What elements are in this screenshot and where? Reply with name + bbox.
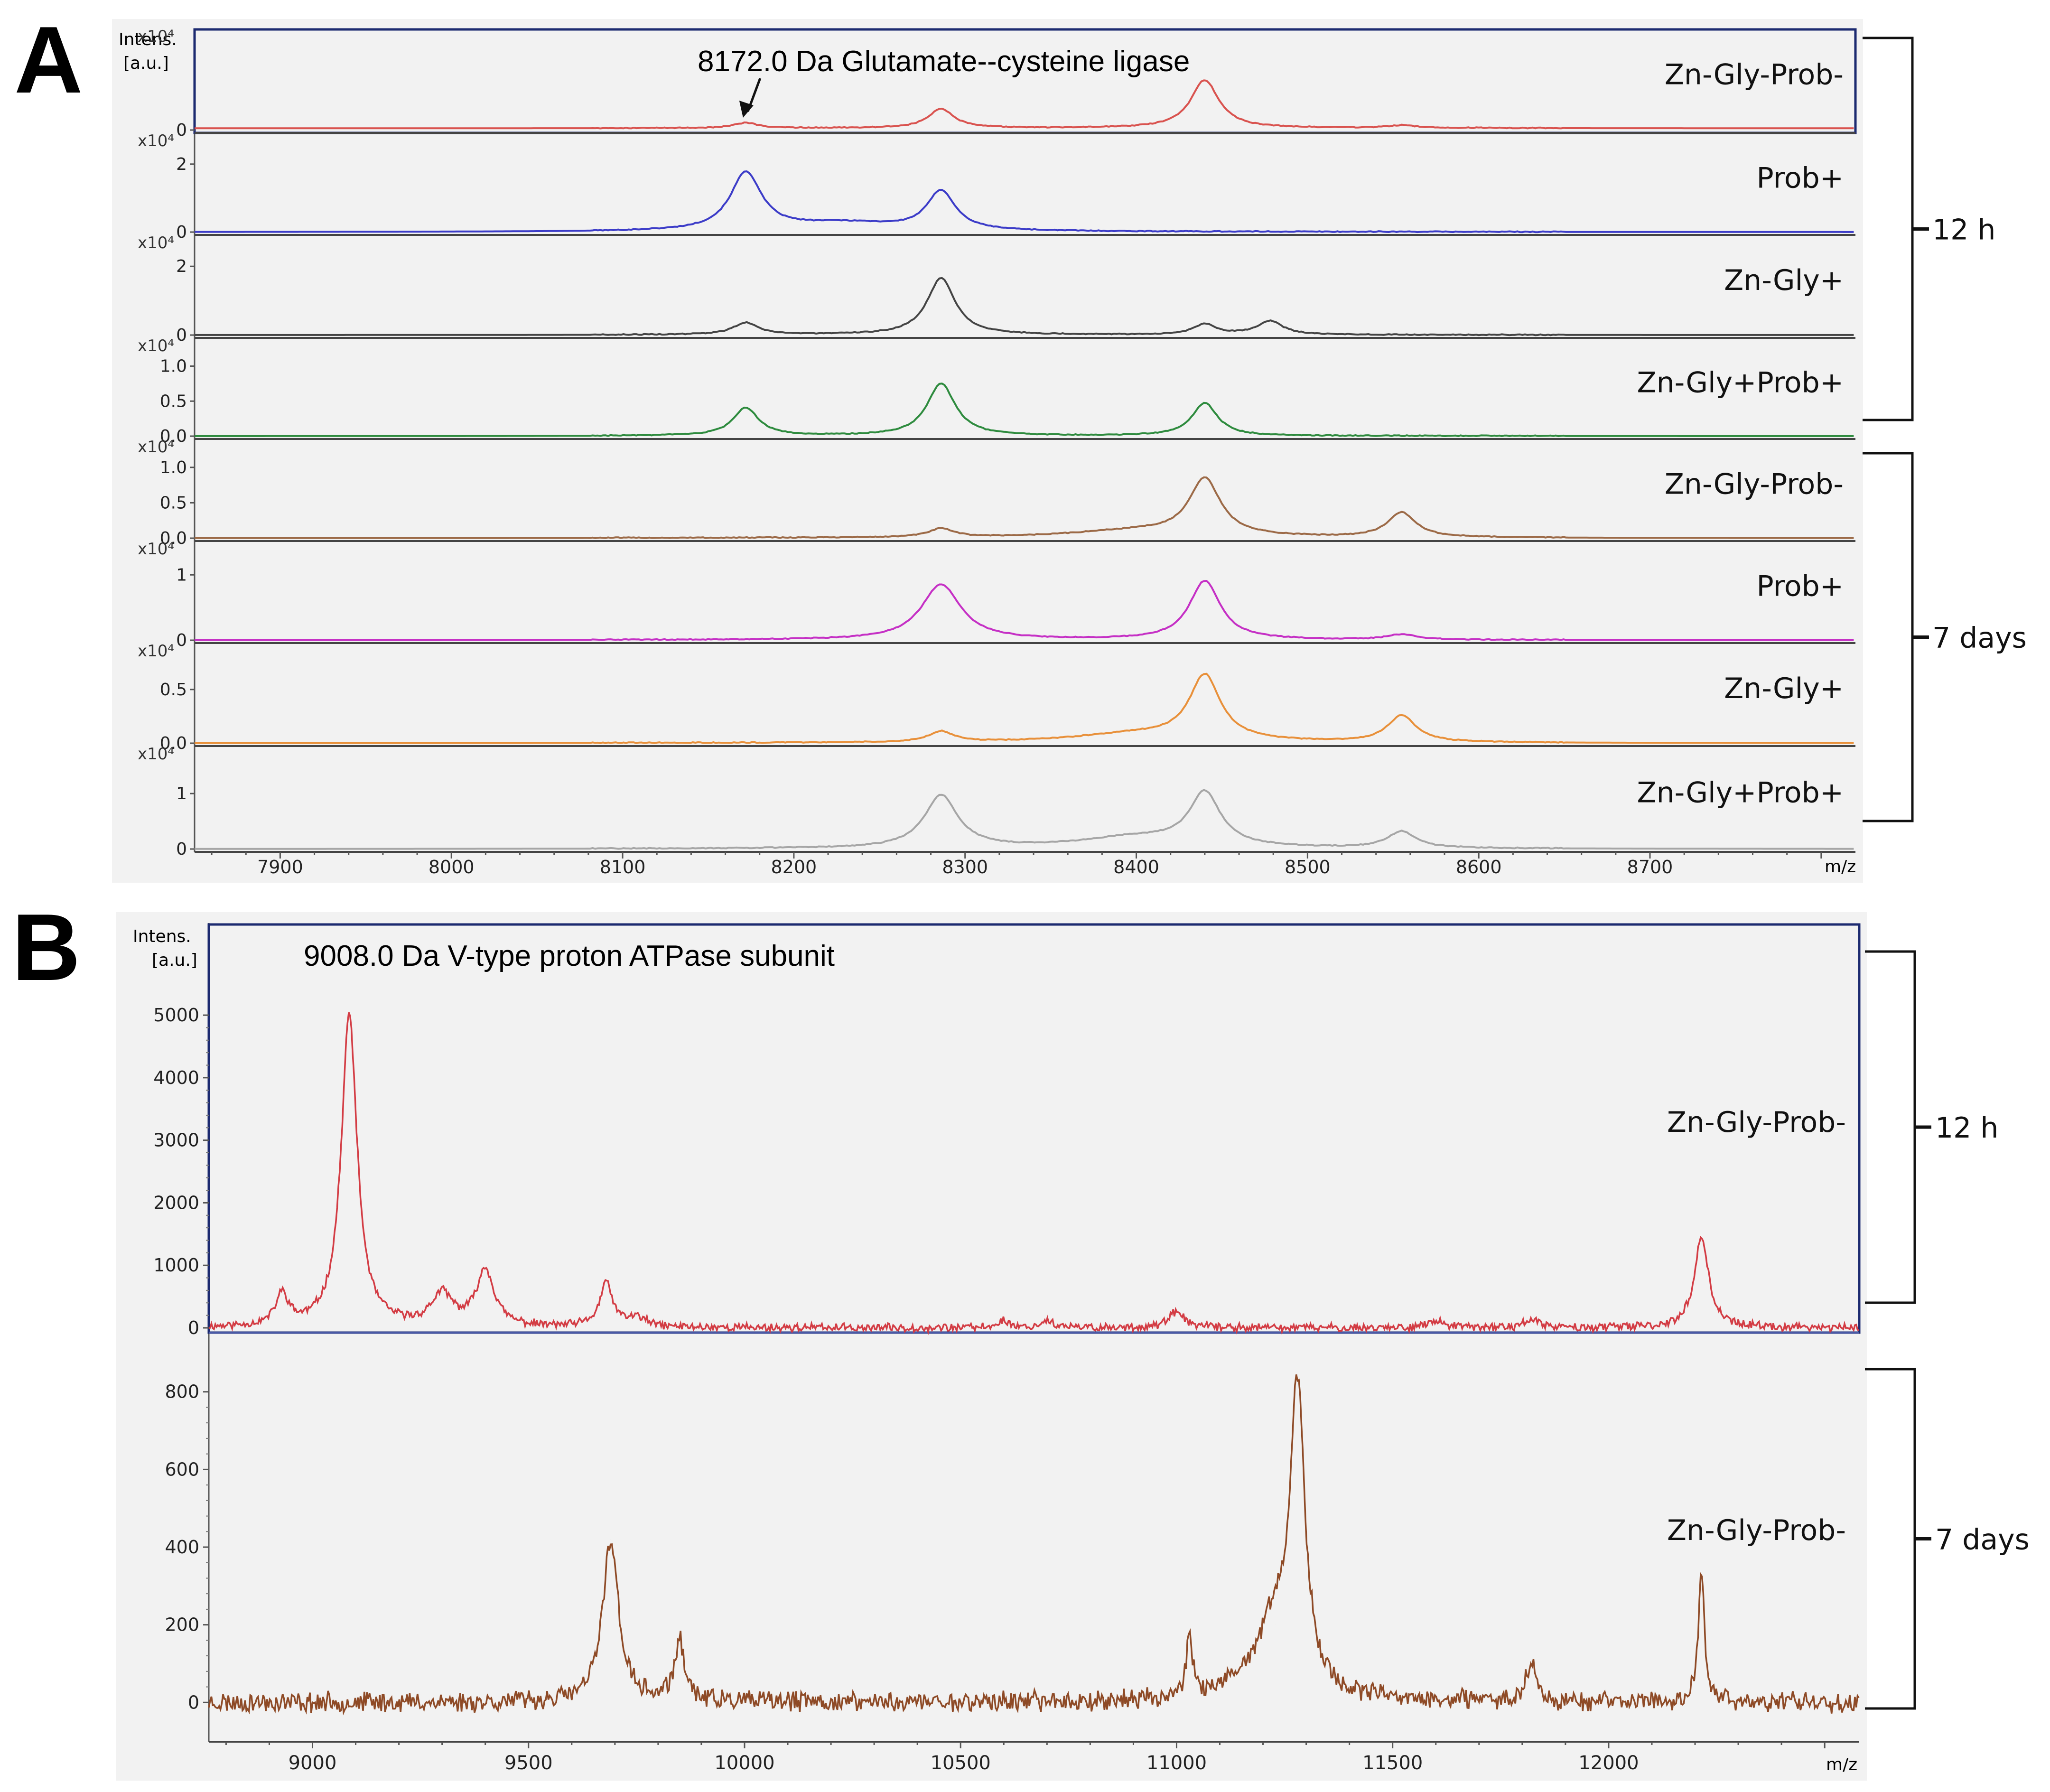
panel-b-group-label: 7 days [1935,1523,2030,1557]
panel-a-series-label: Prob+ [1756,569,1844,603]
panel-b-y-tick-label: 800 [165,1381,199,1402]
panel-a-series-label: Zn-Gly+ [1724,672,1844,705]
panel-a-y-tick-label: 0 [176,223,187,242]
panel-a-y-tick-label: 2 [176,257,187,276]
panel-a-ylabel-line2: [a.u.] [123,54,169,73]
panel-a-y-tick-label: 0 [176,121,187,140]
panel-b-x-tick-label: 12000 [1578,1752,1639,1774]
panel-a: A Intens. [a.u.] 8172.0 Da Glutamate--cy… [14,7,2027,883]
panel-b-series-label: Zn-Gly-Prob- [1667,1514,1846,1547]
panel-a-letter: A [14,7,83,113]
panel-a-y-tick-label: 1 [176,784,187,803]
panel-a-x-tick-label: 8600 [1456,857,1502,877]
panel-a-y-exponent: x10⁴ [138,336,174,355]
panel-a-y-tick-label: 0.5 [160,392,187,411]
panel-a-series-label: Zn-Gly+Prob+ [1637,366,1844,399]
panel-a-x-tick-label: 8000 [429,857,475,877]
panel-a-x-tick-label: 8100 [600,857,646,877]
panel-a-y-exponent: x10⁴ [138,131,174,150]
panel-b-x-tick-label: 9000 [289,1752,337,1774]
panel-b-y-tick-label: 0 [188,1317,199,1338]
panel-a-series-label: Zn-Gly-Prob- [1665,467,1844,501]
panel-b-y-tick-label: 2000 [153,1192,199,1213]
panel-a-y-exponent: x10⁴ [138,27,174,46]
panel-b-x-tick-label: 11000 [1146,1752,1207,1774]
panel-a-y-tick-label: 0 [176,840,187,859]
panel-b-x-tick-label: 9500 [504,1752,553,1774]
panel-b-y-tick-label: 400 [165,1537,199,1558]
panel-a-group-label: 7 days [1932,622,2027,655]
panel-b-x-tick-label: 10500 [931,1752,991,1774]
panel-b-y-tick-label: 200 [165,1615,199,1635]
panel-a-y-tick-label: 0.5 [160,680,187,700]
panel-a-y-tick-label: 1.0 [160,458,187,477]
panel-a-x-tick-label: 7900 [257,857,303,877]
panel-a-x-tick-label: 8400 [1113,857,1159,877]
panel-b-x-tick-label: 11500 [1362,1752,1423,1774]
panel-b-y-tick-label: 0 [188,1692,199,1713]
panel-a-y-tick-label: 1.0 [160,357,187,376]
panel-a-series-label: Zn-Gly+Prob+ [1637,776,1844,810]
panel-b-x-tick-label: 10000 [714,1752,774,1774]
panel-b: B Intens. [a.u.] 9008.0 Da V-type proton… [12,895,2030,1781]
panel-a-x-tick-label: 8700 [1627,857,1673,877]
panel-a-frame [112,19,1863,883]
panel-b-y-tick-label: 5000 [153,1005,199,1026]
panel-a-y-tick-label: 0.5 [160,493,187,513]
panel-a-x-unit: m/z [1825,857,1856,877]
panel-b-series-label: Zn-Gly-Prob- [1667,1106,1846,1139]
panel-b-y-tick-label: 3000 [153,1130,199,1151]
panel-a-x-tick-label: 8300 [942,857,988,877]
panel-b-y-tick-label: 600 [165,1459,199,1480]
panel-a-annotation: 8172.0 Da Glutamate--cysteine ligase [698,45,1190,78]
panel-a-series-label: Zn-Gly-Prob- [1665,58,1844,91]
panel-b-y-tick-label: 1000 [153,1255,199,1276]
panel-a-y-exponent: x10⁴ [138,540,174,559]
panel-a-x-tick-label: 8500 [1285,857,1331,877]
panel-a-y-exponent: x10⁴ [138,438,174,457]
panel-b-frame [116,912,1867,1781]
panel-b-ylabel-line2: [a.u.] [152,951,197,970]
panel-b-x-unit: m/z [1826,1755,1857,1774]
panel-a-y-exponent: x10⁴ [138,642,174,661]
panel-a-y-exponent: x10⁴ [138,745,174,764]
panel-b-y-tick-label: 4000 [153,1067,199,1088]
panel-a-y-exponent: x10⁴ [138,233,174,252]
panel-b-letter: B [12,895,80,1000]
panel-a-group-label: 12 h [1932,214,1995,247]
panel-a-series-label: Prob+ [1756,161,1844,195]
panel-b-ylabel-line1: Intens. [133,927,191,946]
panel-a-x-tick-label: 8200 [771,857,817,877]
panel-a-y-tick-label: 2 [176,155,187,174]
panel-b-annotation: 9008.0 Da V-type proton ATPase subunit [304,940,835,972]
panel-a-y-tick-label: 1 [176,565,187,585]
panel-a-y-tick-label: 0 [176,631,187,650]
panel-a-y-tick-label: 0 [176,326,187,345]
panel-b-group-label: 12 h [1935,1111,1998,1145]
panel-a-series-label: Zn-Gly+ [1724,264,1844,297]
